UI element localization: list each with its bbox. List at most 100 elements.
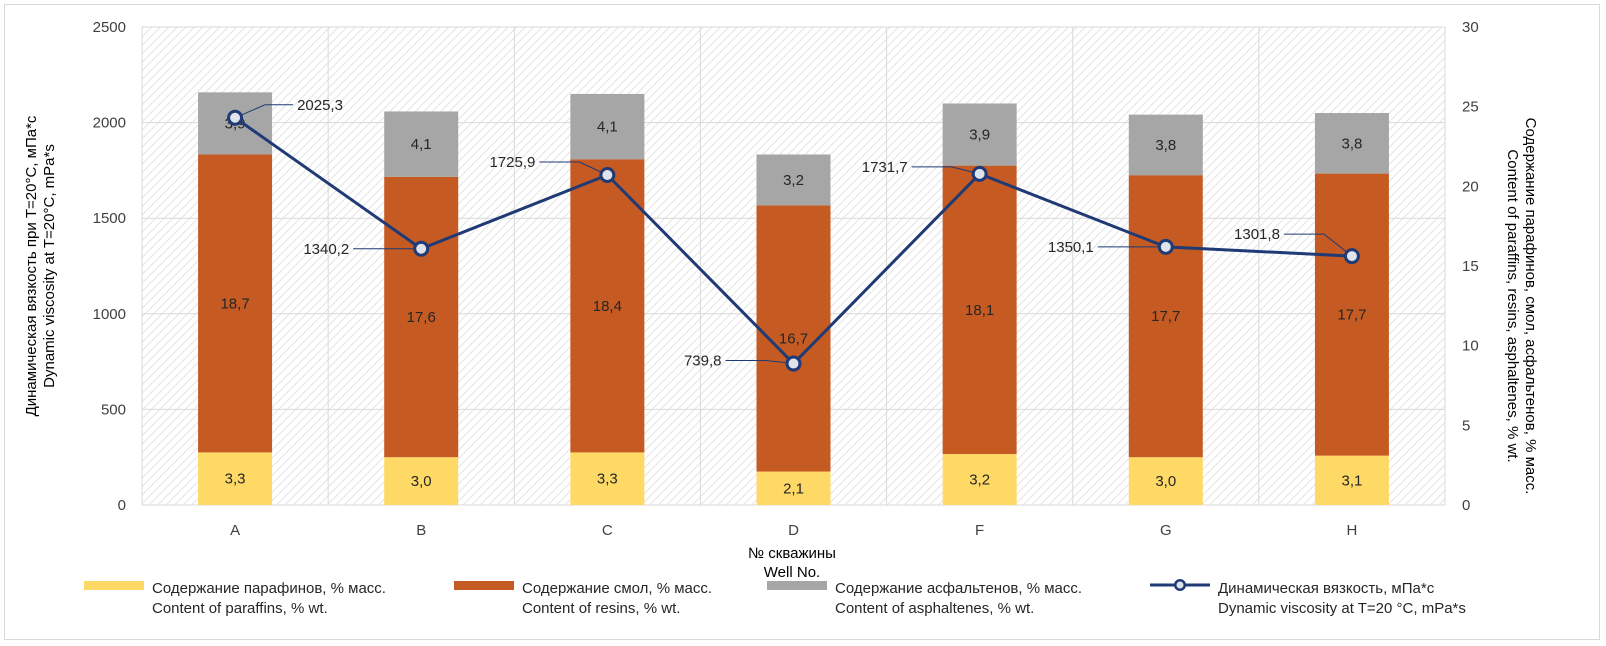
- legend-label: Содержание асфальтенов, % масс.: [835, 580, 1082, 597]
- y2-axis-title: Содержание парафинов, смол, асфальтенов,…: [1522, 118, 1539, 495]
- y-tick-label: 2000: [93, 115, 126, 132]
- asphaltenes-label: 3,9: [969, 127, 990, 144]
- legend-label-en: Content of asphaltenes, % wt.: [835, 600, 1034, 617]
- paraffins-label: 3,0: [1155, 473, 1176, 490]
- x-tick-label: H: [1347, 522, 1358, 539]
- leader-line: [1283, 233, 1353, 257]
- asphaltenes-bar: [942, 103, 1017, 166]
- legend-label: Содержание смол, % масс.: [522, 580, 712, 597]
- paraffins-bar: [1314, 455, 1389, 505]
- left-axis-ticks: 0 500 1000 1500 2000 2500: [93, 19, 126, 514]
- legend: Содержание парафинов, % масс. Content of …: [84, 579, 1466, 617]
- viscosity-label: 2025,3: [297, 97, 343, 114]
- y-axis-title: Динамическая вязкость при Т=20°С, мПа*с: [23, 115, 40, 416]
- y-axis-title-en: Dynamic viscosity at T=20°C, mPa*s: [41, 144, 58, 388]
- asphaltenes-bar: [384, 111, 459, 177]
- y-tick-label: 2500: [93, 19, 126, 36]
- resins-label: 18,1: [965, 302, 994, 319]
- paraffins-label: 3,0: [411, 473, 432, 490]
- viscosity-line-layer: 2025,3 1340,2 1725,9 739,8 1731,7 1350,1 1301,…: [227, 97, 1360, 372]
- y2-tick-label: 30: [1462, 19, 1479, 36]
- x-tick-label: D: [788, 522, 799, 539]
- asphaltenes-label: 3,8: [1155, 137, 1176, 154]
- leader-line: [234, 104, 294, 119]
- legend-swatch: [454, 581, 514, 590]
- legend-label: Содержание парафинов, % масс.: [152, 580, 386, 597]
- leader-line: [725, 360, 794, 365]
- x-axis-title: № скважины: [748, 545, 836, 562]
- asphaltenes-label: 3,8: [1341, 135, 1362, 152]
- bars: 3,3 18,7 3,9 3,0 17,6 4,1 3,3 18,4 4,1 2,1 16,7 3,2…: [198, 92, 1389, 505]
- viscosity-marker-inner: [974, 168, 985, 179]
- viscosity-marker-inner: [602, 170, 613, 181]
- paraffins-label: 3,3: [225, 471, 246, 488]
- asphaltenes-bar: [756, 154, 831, 206]
- asphaltenes-bar: [1314, 113, 1389, 174]
- x-tick-label: G: [1160, 522, 1172, 539]
- y2-tick-label: 5: [1462, 417, 1470, 434]
- viscosity-marker-inner: [788, 358, 799, 369]
- paraffins-bar: [198, 452, 273, 505]
- viscosity-marker-inner: [1346, 251, 1357, 262]
- x-tick-label: F: [975, 522, 984, 539]
- paraffins-bar: [1128, 457, 1203, 505]
- resins-bar: [570, 159, 645, 453]
- legend-marker-inner: [1176, 581, 1184, 589]
- paraffins-bar: [756, 471, 831, 505]
- asphaltenes-label: 3,2: [783, 172, 804, 189]
- asphaltenes-label: 4,1: [597, 119, 618, 136]
- right-axis-ticks: 0 5 10 15 20 25 30: [1462, 19, 1479, 514]
- paraffins-bar: [570, 452, 645, 505]
- x-tick-label: B: [416, 522, 426, 539]
- viscosity-label: 1725,9: [489, 154, 535, 171]
- leader-line: [911, 166, 980, 175]
- legend-swatch: [84, 581, 144, 590]
- paraffins-label: 2,1: [783, 480, 804, 497]
- resins-bar: [1128, 175, 1203, 458]
- paraffins-label: 3,1: [1341, 472, 1362, 489]
- viscosity-marker-inner: [416, 243, 427, 254]
- resins-label: 16,7: [779, 330, 808, 347]
- y2-axis-title-en: Content of paraffins, resins, asphaltene…: [1504, 149, 1521, 462]
- resins-label: 18,4: [593, 298, 622, 315]
- resins-bar: [198, 154, 273, 453]
- x-tick-label: A: [230, 522, 240, 539]
- viscosity-marker-inner: [1160, 241, 1171, 252]
- resins-bar: [1314, 173, 1389, 456]
- legend-label-en: Dynamic viscosity at T=20 °C, mPa*s: [1218, 600, 1466, 617]
- resins-label: 17,7: [1151, 308, 1180, 325]
- leader-line: [539, 161, 608, 176]
- paraffins-bar: [942, 454, 1017, 505]
- y2-tick-label: 20: [1462, 178, 1479, 195]
- viscosity-label: 739,8: [684, 353, 722, 370]
- viscosity-marker-inner: [230, 112, 241, 123]
- asphaltenes-bar: [1128, 114, 1203, 176]
- paraffins-label: 3,3: [597, 471, 618, 488]
- viscosity-label: 1301,8: [1234, 226, 1280, 243]
- legend-swatch: [767, 581, 827, 590]
- viscosity-label: 1350,1: [1048, 239, 1094, 256]
- y-tick-label: 1500: [93, 210, 126, 227]
- resins-bar: [942, 165, 1017, 455]
- paraffins-label: 3,2: [969, 472, 990, 489]
- paraffins-bar: [384, 457, 459, 505]
- y2-tick-label: 0: [1462, 497, 1470, 514]
- x-axis-title-en: Well No.: [764, 564, 820, 581]
- resins-label: 17,6: [407, 309, 436, 326]
- y-tick-label: 500: [101, 401, 126, 418]
- resins-label: 17,7: [1337, 307, 1366, 324]
- x-tick-label: C: [602, 522, 613, 539]
- asphaltenes-label: 4,1: [411, 136, 432, 153]
- resins-label: 18,7: [220, 295, 249, 312]
- asphaltenes-bar: [570, 93, 645, 160]
- legend-label-en: Content of paraffins, % wt.: [152, 600, 328, 617]
- y2-tick-label: 25: [1462, 99, 1479, 116]
- resins-bar: [384, 176, 459, 458]
- legend-label: Динамическая вязкость, мПа*с: [1218, 580, 1435, 597]
- legend-label-en: Content of resins, % wt.: [522, 600, 680, 617]
- y-tick-label: 1000: [93, 306, 126, 323]
- y-tick-label: 0: [118, 497, 126, 514]
- y2-tick-label: 15: [1462, 258, 1479, 275]
